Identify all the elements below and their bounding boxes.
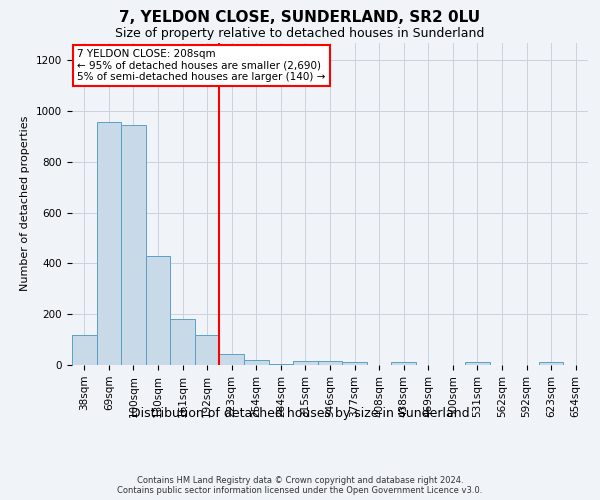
Bar xyxy=(72,334,97,365)
Text: Size of property relative to detached houses in Sunderland: Size of property relative to detached ho… xyxy=(115,28,485,40)
Text: 7 YELDON CLOSE: 208sqm
← 95% of detached houses are smaller (2,690)
5% of semi-d: 7 YELDON CLOSE: 208sqm ← 95% of detached… xyxy=(77,49,326,82)
Y-axis label: Number of detached properties: Number of detached properties xyxy=(20,116,31,292)
Bar xyxy=(97,122,121,365)
Bar xyxy=(269,364,293,365)
Text: 7, YELDON CLOSE, SUNDERLAND, SR2 0LU: 7, YELDON CLOSE, SUNDERLAND, SR2 0LU xyxy=(119,10,481,25)
Bar xyxy=(539,362,563,365)
Bar xyxy=(465,362,490,365)
Bar xyxy=(318,361,342,365)
Bar xyxy=(220,354,244,365)
Text: Contains HM Land Registry data © Crown copyright and database right 2024.
Contai: Contains HM Land Registry data © Crown c… xyxy=(118,476,482,495)
Text: Distribution of detached houses by size in Sunderland: Distribution of detached houses by size … xyxy=(131,408,469,420)
Bar xyxy=(342,362,367,365)
Bar xyxy=(244,360,269,365)
Bar xyxy=(391,362,416,365)
Bar xyxy=(146,256,170,365)
Bar xyxy=(195,334,220,365)
Bar xyxy=(170,319,195,365)
Bar xyxy=(121,125,146,365)
Bar xyxy=(293,361,318,365)
